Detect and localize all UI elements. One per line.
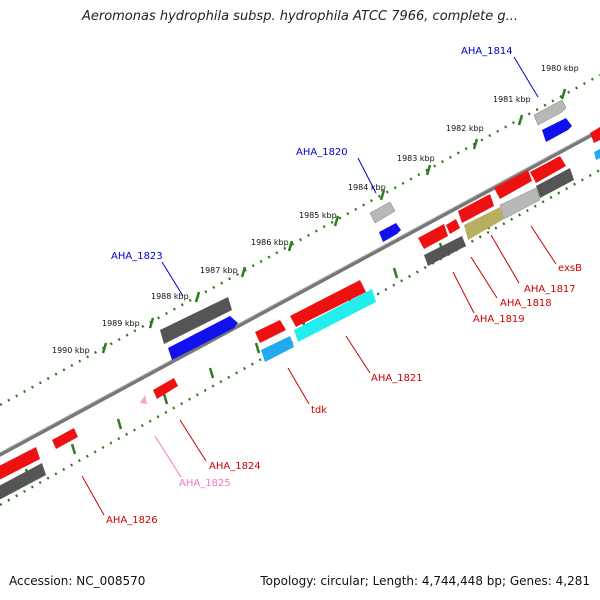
tick-label: 1989 kbp [102,319,140,328]
gene-label-AHA_1819[interactable]: AHA_1819 [473,314,525,325]
gene-label-AHA_1818[interactable]: AHA_1818 [500,298,552,309]
gene-AHA_1814[interactable] [542,118,572,142]
forward-major-ticks [101,88,567,354]
gene-AHA_1825[interactable] [140,395,147,404]
gene-tdk[interactable] [261,336,294,362]
tick-label: 1986 kbp [251,238,289,247]
tick-label: 1982 kbp [446,124,484,133]
gene-left-red-large[interactable] [0,447,40,480]
gene-label-AHA_1823[interactable]: AHA_1823 [111,251,163,262]
gene-reverse-red-1[interactable] [530,156,566,183]
leader-lines [81,56,557,516]
genome-backbone-highlight [0,127,600,454]
gene-AHA_1823[interactable] [168,316,238,360]
gene-label-tdk[interactable]: tdk [311,405,327,416]
gene-AHA_1823-gray[interactable] [160,297,232,344]
gene-label-AHA_1825[interactable]: AHA_1825 [179,478,231,489]
tick-label: 1988 kbp [151,292,189,301]
gene-tdk-red[interactable] [255,320,286,343]
gene-reverse-red-5[interactable] [418,224,448,249]
gene-AHA_1821-red[interactable] [290,280,366,327]
tick-label: 1990 kbp [52,346,90,355]
gene-exsB[interactable] [536,168,574,198]
forward-scale-line [0,73,600,407]
gene-label-AHA_1817[interactable]: AHA_1817 [524,284,576,295]
tick-label: 1981 kbp [493,95,531,104]
gene-reverse-red-3[interactable] [458,194,494,223]
gene-AHA_1820[interactable] [379,223,401,242]
genome-backbone [0,128,600,457]
gene-AHA_1817[interactable] [499,187,541,220]
reverse-major-ticks [24,192,535,480]
gene-label-AHA_1821[interactable]: AHA_1821 [371,373,423,384]
gene-AHA_1814-gray[interactable] [533,99,567,126]
gene-label-AHA_1820[interactable]: AHA_1820 [296,147,348,158]
tick-label: 1984 kbp [348,183,386,192]
tick-label: 1985 kbp [299,211,337,220]
map-title: Aeromonas hydrophila subsp. hydrophila A… [81,9,519,24]
gene-skyblue-edge[interactable] [594,149,600,160]
tick-label: 1980 kbp [541,64,579,73]
gene-AHA_1821[interactable] [294,289,376,342]
tick-label: 1987 kbp [200,266,238,275]
gene-AHA_1826[interactable] [0,463,46,500]
gene-AHA_1824[interactable] [153,378,178,399]
gene-label-AHA_1814[interactable]: AHA_1814 [461,46,513,57]
gene-label-AHA_1824[interactable]: AHA_1824 [209,461,261,472]
gene-reverse-red-2[interactable] [494,170,532,199]
gene-AHA_1819[interactable] [424,236,466,266]
tick-label: 1983 kbp [397,154,435,163]
gene-reverse-red-4[interactable] [446,219,460,234]
gene-AHA_1818[interactable] [464,207,504,240]
gene-label-exsB[interactable]: exsB [558,263,582,274]
gene-label-AHA_1826[interactable]: AHA_1826 [106,515,158,526]
gene-forward-red-edge[interactable] [590,127,600,143]
gene-AHA_1820-gray[interactable] [369,201,396,224]
genome-summary-text: Topology: circular; Length: 4,744,448 bp… [260,574,590,588]
accession-text: Accession: NC_008570 [9,574,146,588]
gene-left-red-small[interactable] [52,428,78,449]
